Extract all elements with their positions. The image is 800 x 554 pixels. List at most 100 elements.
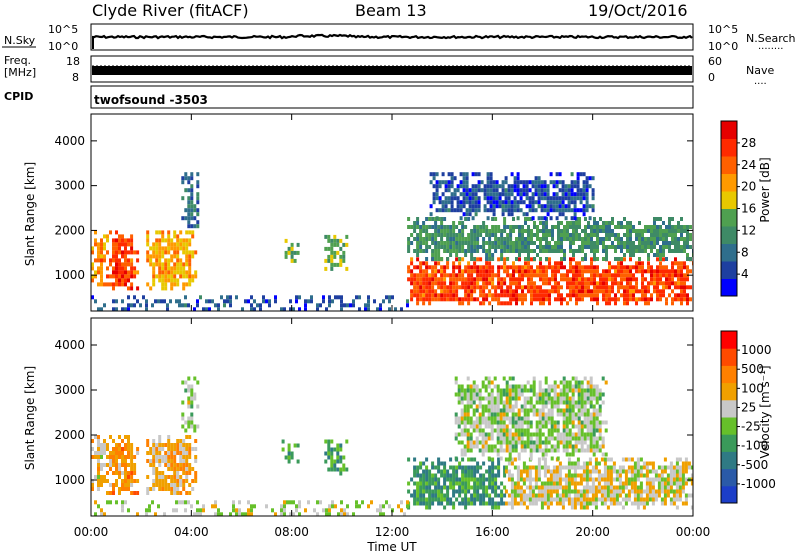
echo-cell	[594, 461, 598, 466]
echo-cell	[565, 408, 569, 413]
echo-cell	[627, 457, 631, 462]
colorbar-swatch	[721, 261, 737, 279]
echo-cell	[545, 245, 548, 249]
echo-cell	[127, 242, 130, 247]
echo-cell	[274, 512, 277, 516]
echo-cell	[488, 497, 492, 502]
echo-cell	[565, 444, 569, 449]
echo-cell	[566, 273, 569, 278]
echo-cell	[179, 274, 183, 279]
echo-cell	[567, 457, 571, 462]
echo-cell	[660, 501, 664, 506]
echo-cell	[476, 257, 480, 262]
echo-cell	[422, 501, 426, 506]
echo-cell	[533, 241, 536, 245]
echo-cell	[565, 396, 569, 401]
echo-cell	[522, 501, 526, 506]
echo-cell	[686, 301, 689, 306]
echo-cell	[458, 489, 462, 494]
echo-cell	[173, 479, 177, 483]
echo-cell	[193, 428, 197, 433]
echo-cell	[538, 448, 542, 453]
echo-cell	[568, 432, 572, 437]
echo-cell	[274, 295, 277, 300]
echo-cell	[686, 257, 689, 261]
echo-cell	[185, 463, 189, 467]
echo-cell	[486, 192, 490, 197]
echo-cell	[663, 481, 667, 486]
echo-cell	[534, 176, 538, 181]
echo-cell	[497, 245, 501, 249]
echo-cell	[641, 233, 644, 237]
echo-cell	[681, 477, 685, 482]
echo-cell	[164, 278, 168, 283]
echo-cell	[494, 293, 498, 298]
echo-cell	[479, 497, 483, 502]
echo-cell	[118, 258, 121, 263]
echo-cell	[333, 242, 337, 247]
echo-cell	[434, 225, 438, 229]
echo-cell	[529, 452, 533, 457]
echo-cell	[564, 188, 568, 193]
echo-cell	[562, 388, 566, 393]
echo-cell	[548, 241, 551, 245]
echo-cell	[511, 416, 515, 421]
x-tick-label: 08:00	[274, 525, 309, 539]
echo-cell	[589, 428, 593, 433]
echo-cell	[181, 424, 185, 429]
echo-cell	[624, 473, 628, 478]
echo-cell	[481, 416, 485, 421]
echo-cell	[525, 469, 529, 474]
echo-cell	[155, 250, 159, 255]
echo-cell	[196, 380, 200, 385]
echo-cell	[562, 396, 566, 401]
echo-cell	[503, 501, 507, 506]
echo-cell	[455, 465, 459, 470]
echo-cell	[560, 257, 563, 261]
echo-cell	[557, 249, 560, 253]
echo-cell	[635, 301, 638, 306]
echo-cell	[465, 196, 469, 201]
echo-cell	[179, 479, 183, 483]
echo-cell	[440, 229, 444, 233]
freq-unit-label: [MHz]	[4, 66, 36, 79]
echo-cell	[469, 392, 473, 397]
echo-cell	[112, 455, 115, 459]
echo-cell	[606, 497, 610, 502]
echo-cell	[645, 489, 649, 494]
echo-cell	[413, 237, 417, 241]
echo-cell	[330, 246, 334, 251]
echo-cell	[450, 184, 454, 189]
echo-cell	[590, 241, 593, 245]
echo-cell	[155, 246, 159, 251]
echo-cell	[103, 242, 106, 247]
echo-cell	[543, 481, 547, 486]
echo-cell	[194, 459, 198, 463]
echo-cell	[455, 277, 459, 282]
echo-cell	[485, 493, 489, 498]
echo-cell	[434, 465, 438, 470]
echo-cell	[425, 477, 429, 482]
echo-cell	[452, 293, 456, 298]
echo-cell	[187, 200, 191, 205]
echo-cell	[190, 204, 194, 209]
echo-cell	[568, 396, 572, 401]
echo-cell	[465, 180, 469, 185]
echo-cell	[115, 230, 118, 235]
echo-cell	[425, 501, 429, 506]
echo-cell	[592, 404, 596, 409]
echo-cell	[662, 241, 665, 245]
echo-cell	[184, 388, 188, 393]
echo-cell	[478, 396, 482, 401]
echo-cell	[589, 392, 593, 397]
echo-cell	[549, 172, 553, 177]
echo-cell	[535, 432, 539, 437]
echo-cell	[578, 277, 581, 282]
echo-cell	[558, 501, 562, 506]
echo-cell	[660, 473, 664, 478]
echo-cell	[571, 424, 575, 429]
echo-cell	[428, 501, 432, 506]
echo-cell	[564, 204, 568, 209]
echo-cell	[470, 457, 474, 462]
